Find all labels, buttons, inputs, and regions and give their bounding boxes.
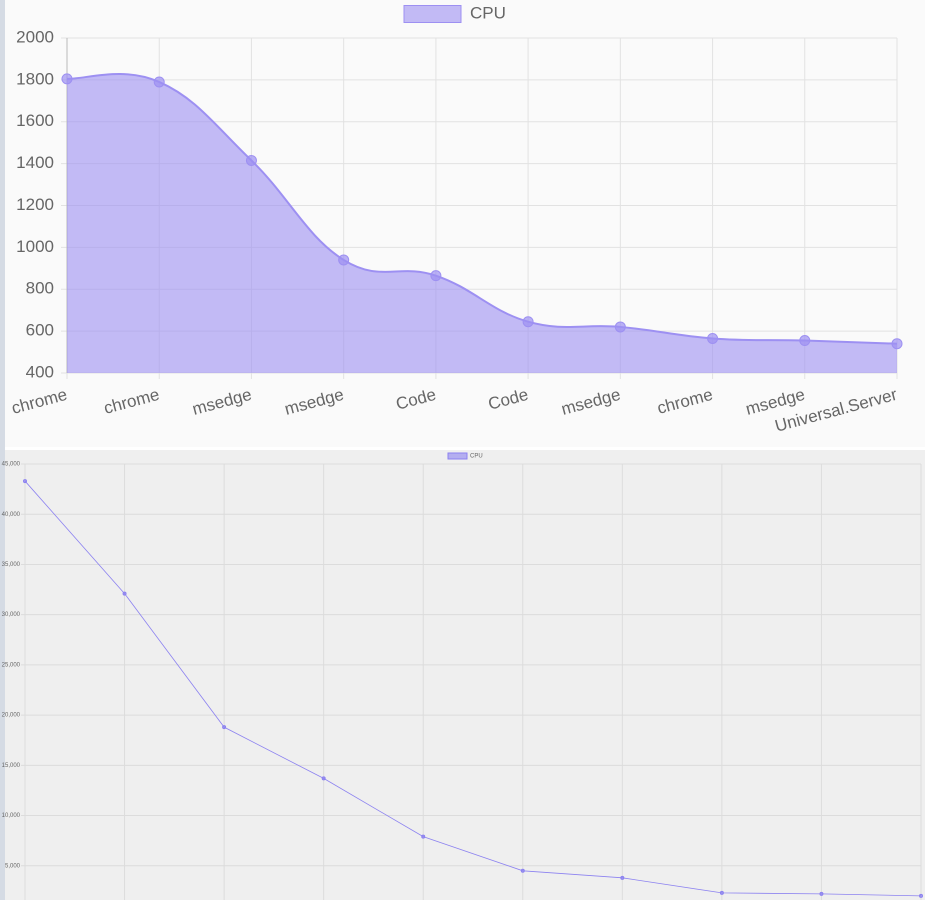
point bbox=[520, 868, 525, 873]
point bbox=[153, 76, 165, 88]
area bbox=[67, 73, 897, 373]
line bbox=[66, 72, 898, 345]
y-tick-label: 1600 bbox=[16, 111, 54, 130]
y-tick-label: 45,000 bbox=[2, 462, 21, 468]
point bbox=[222, 725, 227, 730]
y-tick-label: 1000 bbox=[16, 237, 54, 256]
y-tick-label: 5,000 bbox=[5, 863, 21, 869]
y-tick-label: 400 bbox=[26, 362, 54, 381]
point bbox=[430, 270, 442, 282]
legend-label: CPU bbox=[470, 3, 506, 22]
point bbox=[321, 776, 326, 781]
line bbox=[24, 480, 922, 897]
y-tick-label: 15,000 bbox=[2, 763, 21, 769]
point bbox=[61, 73, 73, 85]
y-tick-label: 35,000 bbox=[2, 562, 21, 568]
point bbox=[614, 321, 626, 333]
legend-swatch bbox=[403, 5, 462, 23]
y-tick-label: 20,000 bbox=[2, 713, 21, 719]
point bbox=[421, 834, 426, 839]
legend-swatch bbox=[447, 452, 468, 460]
legend-label: CPU bbox=[470, 454, 483, 460]
window-edge bbox=[0, 0, 5, 900]
point bbox=[891, 338, 903, 350]
y-tick-label: 1800 bbox=[16, 69, 54, 88]
point bbox=[23, 479, 27, 484]
point bbox=[522, 316, 534, 328]
y-tick-label: 600 bbox=[26, 321, 54, 340]
point bbox=[919, 893, 923, 898]
y-tick-label: 1400 bbox=[16, 153, 54, 172]
point bbox=[707, 332, 719, 344]
y-tick-label: 30,000 bbox=[2, 612, 21, 618]
chart-2-background bbox=[0, 450, 925, 900]
point bbox=[338, 254, 350, 266]
point bbox=[122, 591, 127, 596]
point bbox=[245, 154, 257, 166]
y-tick-label: 2000 bbox=[16, 27, 54, 46]
point bbox=[819, 891, 824, 896]
point bbox=[620, 875, 625, 880]
y-tick-label: 800 bbox=[26, 279, 54, 298]
y-tick-label: 40,000 bbox=[2, 512, 21, 518]
point bbox=[799, 335, 811, 347]
point bbox=[719, 890, 724, 895]
y-tick-label: 1200 bbox=[16, 195, 54, 214]
y-tick-label: 25,000 bbox=[2, 662, 21, 668]
y-tick-label: 10,000 bbox=[2, 813, 21, 819]
